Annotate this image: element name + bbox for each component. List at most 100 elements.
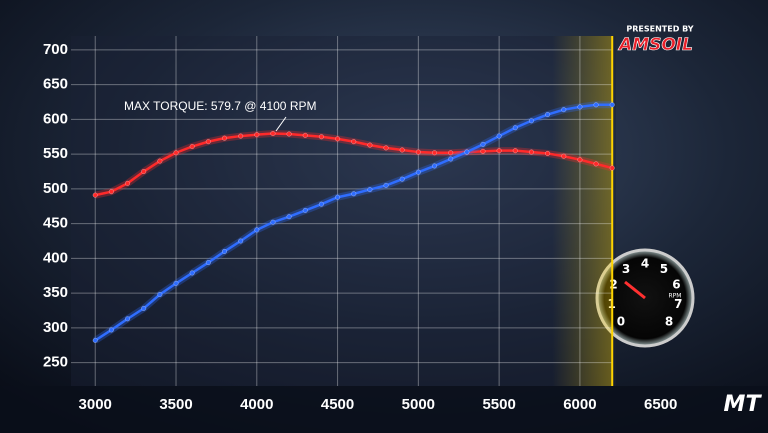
data-point bbox=[335, 136, 341, 142]
y-tick-label: 550 bbox=[43, 145, 68, 162]
y-tick-label: 700 bbox=[43, 41, 68, 58]
data-point bbox=[205, 139, 211, 145]
gauge-digit: 0 bbox=[617, 315, 625, 329]
data-point bbox=[577, 104, 583, 110]
data-point bbox=[383, 145, 389, 151]
watermark: MT bbox=[724, 392, 763, 417]
y-tick-label: 250 bbox=[43, 354, 68, 371]
data-point bbox=[124, 180, 131, 186]
data-point bbox=[480, 148, 486, 154]
y-tick-label: 500 bbox=[43, 180, 68, 197]
data-point bbox=[448, 156, 454, 162]
data-point bbox=[480, 141, 486, 147]
data-point bbox=[270, 219, 276, 225]
data-point bbox=[367, 142, 373, 148]
y-tick-label: 350 bbox=[43, 284, 68, 301]
x-tick-label: 5500 bbox=[482, 396, 515, 413]
sponsor-label: PRESENTED BY bbox=[626, 25, 693, 34]
y-tick-label: 600 bbox=[43, 110, 68, 127]
gauge-digit: 3 bbox=[622, 262, 630, 276]
data-point bbox=[238, 133, 244, 139]
gauge-digit: 4 bbox=[641, 257, 649, 271]
annotation-pointer bbox=[275, 116, 287, 132]
data-point bbox=[221, 135, 228, 141]
gauge-digit: 2 bbox=[609, 277, 617, 291]
data-point bbox=[157, 291, 163, 298]
data-point bbox=[286, 214, 292, 220]
data-point bbox=[609, 165, 615, 171]
data-point bbox=[318, 134, 324, 140]
data-point bbox=[238, 238, 244, 244]
data-point bbox=[351, 139, 357, 145]
data-point bbox=[124, 316, 131, 322]
data-point bbox=[512, 148, 518, 154]
gauge-digit: 6 bbox=[672, 277, 680, 291]
data-point bbox=[92, 192, 98, 198]
gauge-unit: RPM bbox=[669, 293, 682, 300]
data-point bbox=[270, 130, 276, 137]
data-point bbox=[431, 163, 438, 169]
data-point bbox=[173, 150, 179, 156]
x-tick-label: 6000 bbox=[563, 396, 596, 413]
gauge-digit: 7 bbox=[674, 297, 682, 311]
data-point bbox=[512, 125, 518, 131]
data-point bbox=[173, 280, 179, 286]
data-point bbox=[528, 118, 534, 124]
x-tick-label: 3000 bbox=[79, 396, 112, 413]
data-point bbox=[496, 148, 502, 154]
x-tick-label: 6500 bbox=[644, 396, 677, 413]
data-point bbox=[286, 131, 292, 137]
y-tick-label: 450 bbox=[43, 215, 68, 232]
data-point bbox=[157, 158, 163, 164]
data-point bbox=[464, 149, 470, 155]
data-point bbox=[254, 227, 260, 233]
data-point bbox=[561, 153, 567, 159]
data-point bbox=[351, 191, 357, 197]
data-point bbox=[221, 248, 228, 254]
gauge-needle bbox=[624, 280, 646, 300]
plot-area bbox=[71, 36, 616, 386]
data-point bbox=[399, 147, 405, 153]
data-point bbox=[108, 189, 114, 195]
data-point bbox=[528, 149, 534, 155]
data-point bbox=[189, 143, 195, 150]
gauge-digit: 5 bbox=[660, 262, 668, 276]
data-point bbox=[302, 132, 308, 138]
data-point bbox=[496, 133, 502, 139]
data-point bbox=[545, 150, 551, 156]
data-point bbox=[609, 102, 615, 108]
data-point bbox=[108, 327, 114, 333]
gauge-digit: 8 bbox=[665, 315, 673, 329]
data-point bbox=[383, 182, 389, 188]
sponsor-logo: AMSOIL bbox=[617, 35, 693, 55]
axis-strip bbox=[0, 386, 768, 433]
data-point bbox=[399, 176, 405, 182]
data-point bbox=[189, 270, 195, 276]
data-point bbox=[593, 161, 599, 167]
data-point bbox=[141, 305, 147, 311]
data-point bbox=[577, 157, 583, 163]
x-tick-label: 3500 bbox=[159, 396, 192, 413]
data-point bbox=[141, 168, 147, 175]
data-point bbox=[545, 111, 551, 118]
data-point bbox=[205, 260, 211, 266]
gauge: RPM 012345678 bbox=[595, 248, 695, 348]
data-point bbox=[593, 102, 599, 108]
data-point bbox=[335, 194, 341, 200]
x-tick-label: 4500 bbox=[321, 396, 354, 413]
data-point bbox=[92, 337, 98, 343]
y-tick-label: 300 bbox=[43, 319, 68, 336]
y-tick-label: 400 bbox=[43, 249, 68, 266]
data-point bbox=[254, 132, 260, 138]
data-point bbox=[561, 107, 567, 113]
y-tick-label: 650 bbox=[43, 76, 68, 93]
data-point bbox=[367, 187, 373, 193]
data-point bbox=[415, 169, 421, 175]
rpm-limit-glow bbox=[552, 36, 613, 386]
x-tick-label: 5000 bbox=[402, 396, 435, 413]
x-tick-label: 4000 bbox=[240, 396, 273, 413]
annotation: MAX TORQUE: 579.7 @ 4100 RPM bbox=[124, 99, 316, 113]
data-point bbox=[415, 149, 421, 155]
